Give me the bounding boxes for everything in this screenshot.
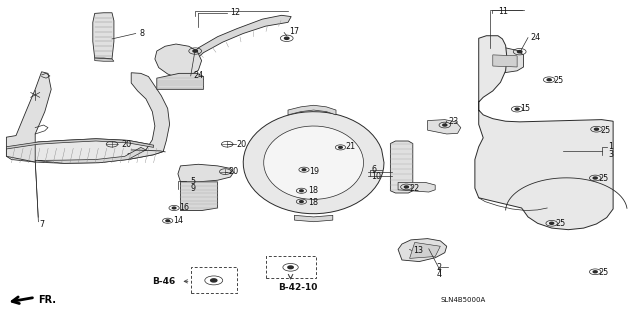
Text: 2: 2 <box>436 263 442 272</box>
Text: 20: 20 <box>228 167 239 176</box>
Polygon shape <box>180 182 218 211</box>
Polygon shape <box>95 58 114 61</box>
Circle shape <box>339 146 342 148</box>
Text: B-42-10: B-42-10 <box>278 283 318 292</box>
Text: SLN4B5000A: SLN4B5000A <box>440 297 486 303</box>
Polygon shape <box>264 126 364 199</box>
Polygon shape <box>189 15 291 61</box>
Circle shape <box>515 108 519 110</box>
Text: 13: 13 <box>413 246 423 255</box>
Circle shape <box>443 124 447 126</box>
Text: 15: 15 <box>520 104 530 113</box>
Text: 25: 25 <box>556 219 566 228</box>
Text: 17: 17 <box>289 27 300 36</box>
Text: 11: 11 <box>498 7 508 16</box>
Circle shape <box>595 128 598 130</box>
Text: 24: 24 <box>530 33 540 42</box>
Polygon shape <box>288 105 336 115</box>
Polygon shape <box>128 73 170 160</box>
Polygon shape <box>93 13 114 59</box>
Circle shape <box>211 279 217 282</box>
Polygon shape <box>157 73 204 89</box>
Text: 9: 9 <box>191 184 196 193</box>
Polygon shape <box>155 44 202 80</box>
Text: 16: 16 <box>179 204 189 212</box>
Polygon shape <box>35 147 146 163</box>
Circle shape <box>547 79 551 81</box>
Text: FR.: FR. <box>38 295 56 305</box>
Text: B-46: B-46 <box>152 277 175 286</box>
Polygon shape <box>294 215 333 222</box>
Circle shape <box>593 177 597 179</box>
Polygon shape <box>6 139 154 149</box>
Text: 25: 25 <box>598 268 609 277</box>
Bar <box>191 267 237 293</box>
Bar <box>266 256 316 278</box>
Circle shape <box>593 271 597 273</box>
Text: 18: 18 <box>308 198 319 207</box>
Polygon shape <box>410 242 440 258</box>
Text: 18: 18 <box>308 186 319 195</box>
Text: 1: 1 <box>608 142 613 151</box>
Polygon shape <box>493 55 517 67</box>
Polygon shape <box>6 72 51 162</box>
Text: 25: 25 <box>600 126 611 135</box>
Polygon shape <box>475 36 613 230</box>
Circle shape <box>300 201 303 203</box>
Polygon shape <box>390 141 413 193</box>
Circle shape <box>300 190 303 192</box>
Circle shape <box>302 169 306 171</box>
Circle shape <box>193 50 197 52</box>
Text: 14: 14 <box>173 216 183 225</box>
Text: 20: 20 <box>237 140 247 149</box>
Text: 25: 25 <box>598 174 609 182</box>
Text: 23: 23 <box>448 117 458 126</box>
Circle shape <box>166 220 170 222</box>
Text: 22: 22 <box>410 184 420 193</box>
Text: 10: 10 <box>371 172 381 181</box>
Text: 5: 5 <box>191 177 196 186</box>
Polygon shape <box>398 239 447 262</box>
Text: 24: 24 <box>193 71 204 80</box>
Circle shape <box>404 186 408 188</box>
Text: 7: 7 <box>40 220 45 229</box>
Polygon shape <box>485 48 524 73</box>
Polygon shape <box>398 182 435 192</box>
Circle shape <box>518 51 522 53</box>
Text: 19: 19 <box>309 167 319 176</box>
Polygon shape <box>178 164 234 182</box>
Circle shape <box>285 37 289 39</box>
Circle shape <box>550 222 554 224</box>
Circle shape <box>172 207 176 209</box>
Polygon shape <box>6 139 163 163</box>
Text: 20: 20 <box>122 140 132 149</box>
Text: 8: 8 <box>140 29 145 38</box>
Text: 4: 4 <box>436 270 442 279</box>
Text: 25: 25 <box>554 76 564 85</box>
Text: 12: 12 <box>230 8 241 17</box>
Text: 3: 3 <box>608 150 613 159</box>
Text: 21: 21 <box>346 142 356 151</box>
Text: 6: 6 <box>371 165 376 174</box>
Circle shape <box>288 266 293 269</box>
Polygon shape <box>243 112 384 214</box>
Polygon shape <box>428 120 461 134</box>
